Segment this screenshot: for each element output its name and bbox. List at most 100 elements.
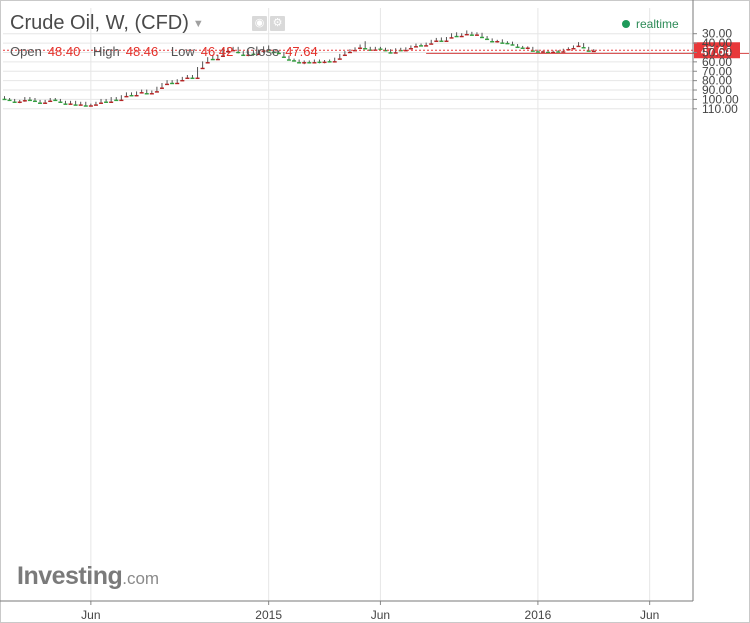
candle bbox=[220, 48, 225, 57]
candle bbox=[459, 33, 464, 38]
candle bbox=[393, 48, 398, 54]
candle-body-up bbox=[510, 44, 515, 46]
candle bbox=[236, 46, 241, 54]
candle bbox=[388, 49, 393, 54]
candle bbox=[424, 42, 429, 47]
x-tick-label: Jun bbox=[371, 608, 390, 622]
candle-body-down bbox=[474, 34, 479, 36]
candle bbox=[271, 49, 276, 54]
ohlc-low-label: Low bbox=[170, 44, 195, 59]
candle-body-up bbox=[63, 103, 68, 105]
candle bbox=[444, 36, 449, 42]
candle-body-up bbox=[297, 62, 302, 64]
candle-body-down bbox=[215, 58, 220, 61]
candle bbox=[551, 50, 556, 54]
candle bbox=[464, 30, 469, 36]
candle bbox=[510, 41, 515, 46]
candle bbox=[474, 32, 479, 36]
candle-body-up bbox=[271, 51, 276, 54]
candle-body-down bbox=[17, 101, 22, 103]
candle bbox=[7, 98, 12, 102]
candle-body-down bbox=[78, 104, 83, 106]
candle bbox=[256, 49, 261, 56]
candle-body-up bbox=[546, 51, 551, 54]
candle-body-up bbox=[129, 94, 134, 97]
candle-body-down bbox=[495, 41, 500, 43]
y-tick-label: 100.00 bbox=[702, 92, 739, 106]
candle bbox=[124, 92, 129, 98]
candle-body-up bbox=[419, 45, 424, 47]
chevron-down-icon[interactable]: ▼ bbox=[192, 17, 204, 30]
candle bbox=[210, 55, 215, 61]
candle bbox=[68, 100, 73, 105]
candle-body-up bbox=[363, 48, 368, 50]
candle bbox=[165, 80, 170, 86]
candle-body-up bbox=[2, 98, 7, 101]
candle bbox=[2, 96, 7, 101]
candle-body-up bbox=[520, 47, 525, 49]
candle bbox=[190, 75, 195, 80]
candle bbox=[297, 59, 302, 64]
candle-body-down bbox=[220, 55, 225, 57]
eye-icon[interactable]: ◉ bbox=[252, 16, 267, 31]
candle-body-up bbox=[58, 101, 63, 103]
candles bbox=[2, 30, 596, 107]
candle bbox=[144, 89, 149, 95]
candle-body-down bbox=[449, 37, 454, 39]
candle bbox=[535, 49, 540, 53]
candle-body-down bbox=[540, 51, 545, 53]
candle bbox=[378, 46, 383, 50]
candle-body-down bbox=[226, 50, 231, 53]
y-tick-label: 80.00 bbox=[702, 74, 732, 88]
candle-body-down bbox=[88, 105, 93, 107]
candle-body-down bbox=[139, 92, 144, 94]
candle-body-up bbox=[251, 53, 256, 56]
candle bbox=[78, 101, 83, 106]
candle-body-down bbox=[342, 54, 347, 57]
logo-main-text: Investing bbox=[17, 562, 123, 590]
candle-body-down bbox=[322, 61, 327, 64]
realtime-indicator: realtime bbox=[622, 17, 679, 31]
candle bbox=[454, 32, 459, 38]
x-tick-label: Jun bbox=[81, 608, 100, 622]
candle-body-up bbox=[170, 82, 175, 85]
candle bbox=[93, 101, 98, 106]
candle-body-up bbox=[53, 99, 58, 102]
candle bbox=[281, 52, 286, 58]
candle-body-down bbox=[68, 103, 73, 105]
candle-body-down bbox=[134, 94, 139, 97]
candle bbox=[129, 92, 134, 97]
ohlc-low-value: 46.42 bbox=[200, 44, 234, 59]
candle-body-down bbox=[525, 47, 530, 49]
candle bbox=[515, 44, 520, 49]
candle bbox=[286, 55, 291, 61]
candle-body-down bbox=[312, 62, 317, 64]
chart-title[interactable]: Crude Oil, W, (CFD) ▼ bbox=[10, 12, 204, 35]
candle bbox=[175, 79, 180, 85]
candle bbox=[576, 42, 581, 48]
candle bbox=[540, 50, 545, 53]
candle bbox=[241, 51, 246, 57]
ohlc-close-value: 47.64 bbox=[285, 44, 318, 59]
candle bbox=[500, 39, 505, 44]
candle-body-down bbox=[302, 62, 307, 64]
candle-body-down bbox=[180, 79, 185, 82]
candle bbox=[246, 51, 251, 57]
y-tick-label: 90.00 bbox=[702, 83, 732, 97]
candle bbox=[317, 59, 322, 64]
candle-body-up bbox=[378, 48, 383, 50]
candle-body-up bbox=[114, 99, 119, 102]
candle-body-down bbox=[93, 104, 98, 106]
candle-body-up bbox=[276, 52, 281, 55]
gear-icon[interactable]: ⚙ bbox=[270, 16, 285, 31]
x-tick-label: 2016 bbox=[525, 608, 552, 622]
candle bbox=[302, 60, 307, 65]
candle-body-up bbox=[144, 93, 149, 95]
candle bbox=[38, 99, 43, 104]
candle bbox=[149, 90, 154, 95]
candle bbox=[480, 32, 485, 39]
realtime-label: realtime bbox=[636, 17, 679, 31]
realtime-dot-icon bbox=[622, 20, 630, 28]
candle bbox=[530, 46, 535, 52]
